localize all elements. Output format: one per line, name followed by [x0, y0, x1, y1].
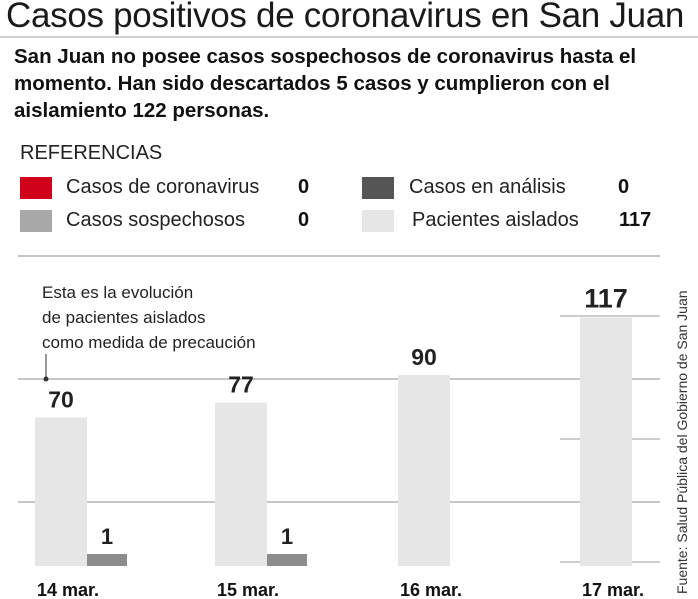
legend-heading: REFERENCIAS [20, 142, 163, 164]
bar-aislados [398, 374, 450, 566]
bar-aislados [35, 417, 87, 566]
legend-count-analisis: 0 [618, 176, 630, 198]
data-label-aislados: 77 [228, 372, 254, 398]
legend-label-aislados: Pacientes aislados [412, 209, 579, 231]
data-label-sospechosos: 1 [101, 524, 113, 549]
annotation-dot [43, 376, 49, 382]
gridline-bracket [18, 378, 660, 440]
data-label-aislados: 90 [411, 344, 437, 370]
bar-chart: 70 1 14 mar. 77 1 15 mar. 90 16 mar. 117 17 mar. E… [18, 255, 660, 599]
bar-sospechosos [267, 554, 307, 566]
legend-count-aislados: 117 [619, 209, 652, 231]
legend-count-sospechosos: 0 [298, 209, 310, 231]
title-divider [0, 36, 698, 38]
legend-label-sospechosos: Casos sospechosos [66, 209, 245, 231]
annotation-text: Esta es la evolución de pacientes aislado… [42, 283, 256, 352]
bar-sospechosos [87, 554, 127, 566]
data-label-sospechosos: 1 [281, 524, 293, 549]
subtitle: San Juan no posee casos sospechosos de c… [14, 45, 637, 122]
bar-aislados [215, 402, 267, 566]
x-tick-label: 16 mar. [400, 580, 462, 599]
x-tick-label: 15 mar. [217, 580, 279, 599]
legend-label-coronavirus: Casos de coronavirus [66, 176, 260, 198]
page-title: Casos positivos de coronavirus en San Ju… [6, 0, 685, 35]
bar-aislados [580, 317, 632, 566]
data-label-aislados: 117 [584, 284, 628, 314]
data-label-aislados: 70 [48, 386, 74, 412]
legend-label-analisis: Casos en análisis [409, 176, 566, 198]
legend-swatch-aislados [362, 210, 394, 232]
source-credit: Fuente: Salud Pública del Gobierno de Sa… [674, 290, 690, 594]
legend-count-coronavirus: 0 [298, 176, 310, 198]
gridline-bracket [18, 501, 660, 563]
legend-swatch-analisis [362, 177, 394, 199]
x-tick-label: 14 mar. [37, 580, 99, 599]
legend-swatch-coronavirus [20, 177, 52, 199]
legend-swatch-sospechosos [20, 210, 52, 232]
x-tick-label: 17 mar. [582, 580, 644, 599]
